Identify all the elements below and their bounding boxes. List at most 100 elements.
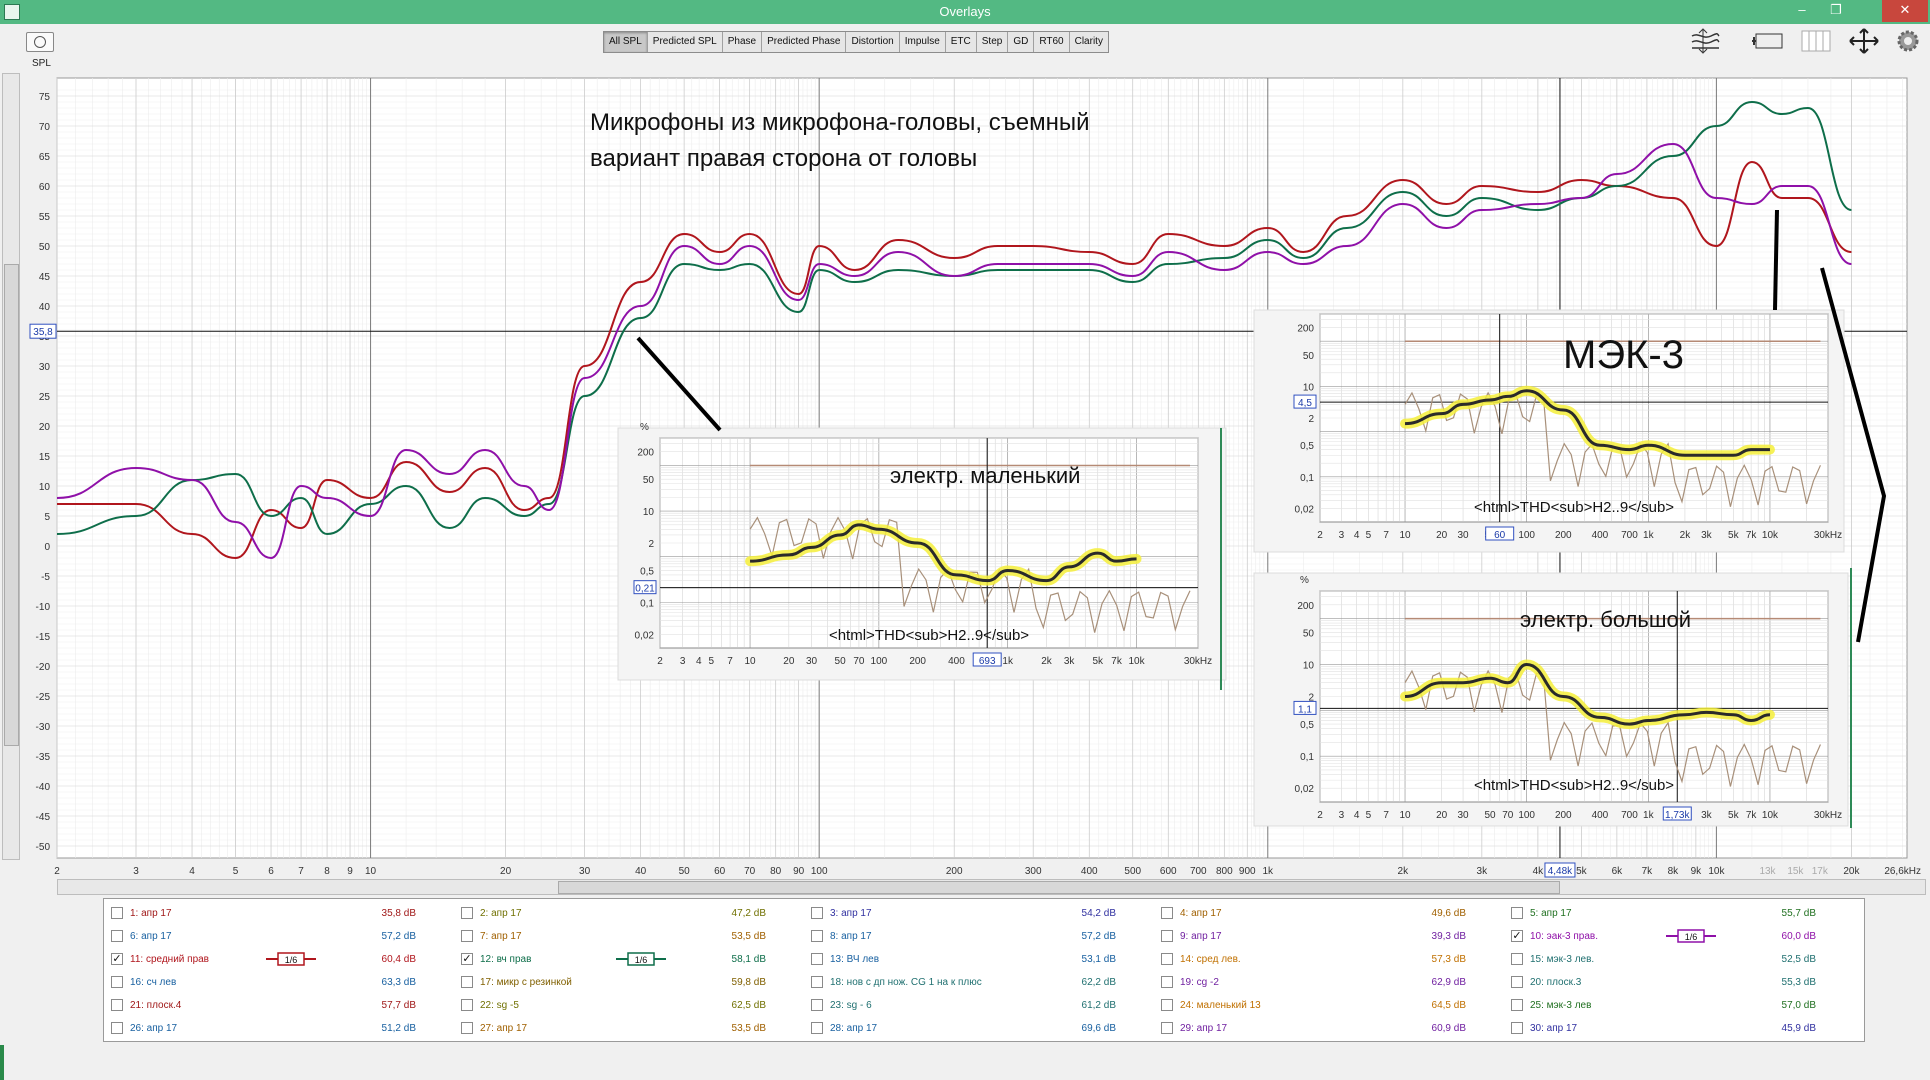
smoothing-badge[interactable]: 1/6 <box>616 951 666 967</box>
legend-checkbox[interactable] <box>461 1022 473 1034</box>
horizontal-scroll-thumb[interactable] <box>558 881 1560 894</box>
legend-item[interactable]: 15: мэк-3 лев. 52,5 dB <box>1506 949 1846 971</box>
fit-arrows-icon[interactable] <box>1848 28 1880 54</box>
tab-predicted-phase[interactable]: Predicted Phase <box>762 32 847 52</box>
legend-checkbox[interactable] <box>461 999 473 1011</box>
tab-impulse[interactable]: Impulse <box>900 32 946 52</box>
legend-item[interactable]: 21: плоск.4 57,7 dB <box>106 995 446 1017</box>
legend-checkbox[interactable] <box>461 930 473 942</box>
x-tick-label: 6k <box>1612 866 1624 877</box>
restore-button[interactable]: ❐ <box>1830 2 1842 17</box>
legend-item[interactable]: 28: апр 17 69,6 dB <box>806 1018 1146 1040</box>
minimize-button[interactable]: – <box>1798 2 1806 17</box>
legend-item[interactable]: 19: cg -2 62,9 dB <box>1156 972 1496 994</box>
legend-item[interactable]: 4: апр 17 49,6 dB <box>1156 903 1496 925</box>
legend-checkbox[interactable] <box>1511 953 1523 965</box>
legend-checkbox[interactable] <box>811 953 823 965</box>
legend-item[interactable]: ✓ 12: вч прав 1/6 58,1 dB <box>456 949 796 971</box>
legend-item[interactable]: 22: sg -5 62,5 dB <box>456 995 796 1017</box>
legend-checkbox[interactable] <box>1161 999 1173 1011</box>
legend-checkbox[interactable] <box>111 976 123 988</box>
legend-item-value: 59,8 dB <box>731 977 766 988</box>
columns-icon[interactable] <box>1800 28 1832 54</box>
tab-all-spl[interactable]: All SPL <box>604 32 648 52</box>
legend-item[interactable]: ✓ 10: эак-3 прав. 1/6 60,0 dB <box>1506 926 1846 948</box>
legend-item[interactable]: 16: сч лев 63,3 dB <box>106 972 446 994</box>
legend-checkbox[interactable] <box>111 999 123 1011</box>
legend-item-label: 25: мэк-3 лев <box>1530 1000 1592 1011</box>
legend-checkbox[interactable] <box>811 930 823 942</box>
settings-gear-icon[interactable] <box>1895 28 1921 54</box>
legend-checkbox[interactable] <box>1511 907 1523 919</box>
smoothing-value: 1/6 <box>1685 932 1698 942</box>
grid-view-icon[interactable] <box>1752 28 1784 54</box>
legend-checkbox[interactable] <box>1161 1022 1173 1034</box>
legend-item[interactable]: 7: апр 17 53,5 dB <box>456 926 796 948</box>
tab-step[interactable]: Step <box>977 32 1009 52</box>
legend-item[interactable]: ✓ 11: средний прав 1/6 60,4 dB <box>106 949 446 971</box>
legend-checkbox[interactable] <box>111 907 123 919</box>
vertical-scrollbar[interactable] <box>2 73 20 860</box>
legend-checkbox[interactable] <box>1161 907 1173 919</box>
tab-etc[interactable]: ETC <box>946 32 977 52</box>
legend-checkbox[interactable] <box>1511 1022 1523 1034</box>
legend-checkbox[interactable] <box>111 1022 123 1034</box>
tab-distortion[interactable]: Distortion <box>846 32 900 52</box>
legend-item[interactable]: 13: ВЧ лев 53,1 dB <box>806 949 1146 971</box>
close-button[interactable]: ✕ <box>1882 0 1928 22</box>
legend-item[interactable]: 17: микр с резинкой 59,8 dB <box>456 972 796 994</box>
smoothing-badge[interactable]: 1/6 <box>266 951 316 967</box>
inset-y-cursor-value: 4,5 <box>1298 398 1312 409</box>
legend-checkbox[interactable] <box>111 930 123 942</box>
legend-checkbox[interactable]: ✓ <box>461 953 473 965</box>
legend-checkbox[interactable] <box>461 976 473 988</box>
smoothing-badge[interactable]: 1/6 <box>1666 928 1716 944</box>
legend-item[interactable]: 27: апр 17 53,5 dB <box>456 1018 796 1040</box>
legend-checkbox[interactable] <box>461 907 473 919</box>
spl-chart[interactable]: 757065605550454035302520151050-5-10-15-2… <box>0 70 1930 880</box>
legend-item[interactable]: 29: апр 17 60,9 dB <box>1156 1018 1496 1040</box>
legend-checkbox[interactable] <box>811 1022 823 1034</box>
legend-item[interactable]: 2: апр 17 47,2 dB <box>456 903 796 925</box>
legend-item[interactable]: 18: нов с дп нож. CG 1 на к плюс 62,2 dB <box>806 972 1146 994</box>
legend-checkbox[interactable] <box>1511 999 1523 1011</box>
legend-item[interactable]: 5: апр 17 55,7 dB <box>1506 903 1846 925</box>
tab-gd[interactable]: GD <box>1008 32 1035 52</box>
legend-item[interactable]: 6: апр 17 57,2 dB <box>106 926 446 948</box>
legend-item[interactable]: 14: сред лев. 57,3 dB <box>1156 949 1496 971</box>
legend-item[interactable]: 30: апр 17 45,9 dB <box>1506 1018 1846 1040</box>
legend-item-label: 2: апр 17 <box>480 908 522 919</box>
legend-checkbox[interactable] <box>1161 976 1173 988</box>
legend-item[interactable]: 23: sg - 6 61,2 dB <box>806 995 1146 1017</box>
legend-checkbox[interactable] <box>1511 976 1523 988</box>
legend-item[interactable]: 24: маленький 13 64,5 dB <box>1156 995 1496 1017</box>
legend-item[interactable]: 1: апр 17 35,8 dB <box>106 903 446 925</box>
tab-phase[interactable]: Phase <box>723 32 763 52</box>
tab-predicted-spl[interactable]: Predicted SPL <box>648 32 723 52</box>
vertical-scroll-thumb[interactable] <box>4 264 19 746</box>
tab-clarity[interactable]: Clarity <box>1074 36 1103 47</box>
legend-checkbox[interactable] <box>811 976 823 988</box>
x-tick-label: 2k <box>1398 866 1410 877</box>
legend-checkbox[interactable] <box>811 999 823 1011</box>
tab-rt60[interactable]: RT60 <box>1034 32 1070 52</box>
legend-item[interactable]: 25: мэк-3 лев 57,0 dB <box>1506 995 1846 1017</box>
overlay-traces-icon[interactable] <box>1689 28 1721 54</box>
legend-item[interactable]: 26: апр 17 51,2 dB <box>106 1018 446 1040</box>
legend-checkbox[interactable]: ✓ <box>1511 930 1523 942</box>
horizontal-scrollbar[interactable] <box>57 879 1926 895</box>
inset-y-tick: 0,02 <box>1295 784 1315 795</box>
legend-item[interactable]: 8: апр 17 57,2 dB <box>806 926 1146 948</box>
inset-x-tick: 400 <box>1592 810 1609 821</box>
legend-item[interactable]: 3: апр 17 54,2 dB <box>806 903 1146 925</box>
legend-checkbox[interactable] <box>811 907 823 919</box>
legend-item[interactable]: 9: апр 17 39,3 dB <box>1156 926 1496 948</box>
inset-x-tick: 3 <box>1339 810 1345 821</box>
legend-item[interactable]: 20: плоск.3 55,3 dB <box>1506 972 1846 994</box>
legend-checkbox[interactable] <box>1161 930 1173 942</box>
x-tick-label: 4k <box>1533 866 1545 877</box>
legend-checkbox[interactable]: ✓ <box>111 953 123 965</box>
legend-checkbox[interactable] <box>1161 953 1173 965</box>
legend-item-value: 54,2 dB <box>1081 908 1116 919</box>
camera-icon[interactable] <box>26 32 54 52</box>
